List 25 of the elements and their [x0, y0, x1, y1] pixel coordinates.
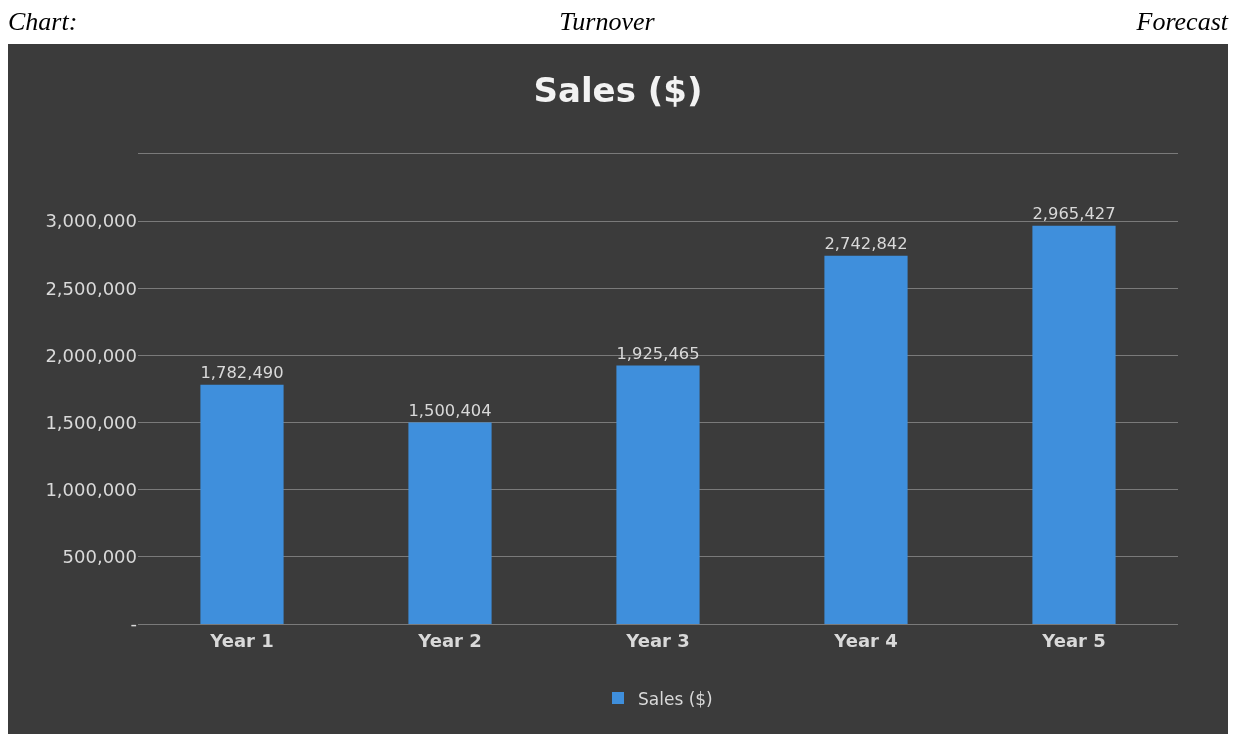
bar — [1032, 225, 1116, 624]
y-tick-label: 1,500,000 — [45, 411, 137, 433]
x-tick-label: Year 4 — [833, 629, 898, 651]
x-tick-label: Year 5 — [1041, 629, 1106, 651]
y-tick-label: 1,000,000 — [45, 479, 137, 501]
y-tick-label: - — [130, 613, 137, 635]
y-tick-label: 3,000,000 — [45, 210, 137, 232]
y-tick-label: 2,000,000 — [45, 344, 137, 366]
data-label: 2,965,427 — [1032, 203, 1116, 223]
bar — [200, 384, 284, 624]
data-label: 1,925,465 — [616, 343, 700, 363]
data-label: 1,500,404 — [408, 400, 492, 420]
legend-label: Sales ($) — [638, 688, 713, 709]
text: Chart: Turnover Forecast — [7, 6, 1230, 38]
x-tick-label: Year 3 — [625, 629, 690, 651]
bar — [824, 255, 908, 624]
y-tick-label: 2,500,000 — [45, 277, 137, 299]
bar — [616, 365, 700, 624]
chart-title: Sales ($) — [533, 70, 703, 111]
bar — [408, 422, 492, 624]
y-tick-label: 500,000 — [62, 546, 137, 568]
data-label: 1,782,490 — [200, 362, 284, 382]
data-label: 2,742,842 — [824, 233, 908, 253]
x-tick-label: Year 1 — [209, 629, 274, 651]
x-tick-label: Year 2 — [417, 629, 482, 651]
